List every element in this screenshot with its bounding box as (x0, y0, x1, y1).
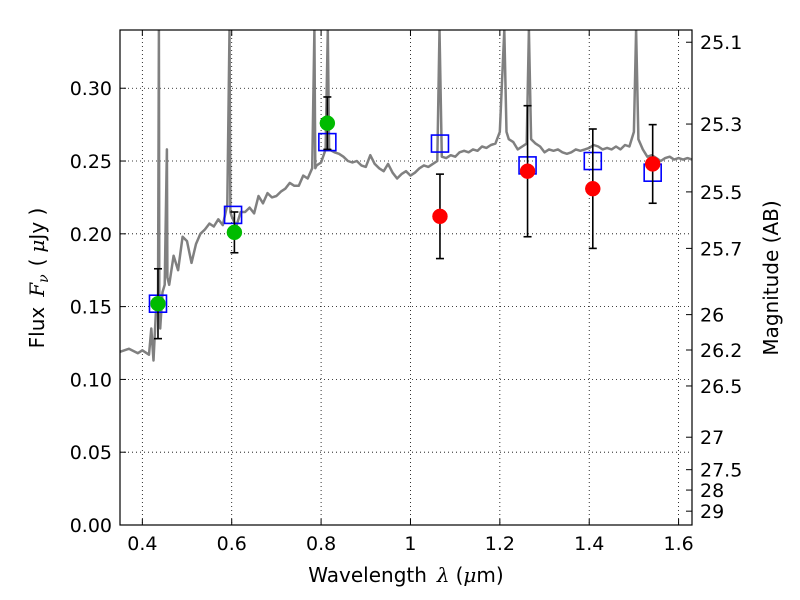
y2-tick-label: 28 (700, 480, 724, 502)
observed-photometry-point (150, 295, 166, 312)
observed-photometry-point (432, 208, 448, 225)
y-tick-label: 0.05 (70, 442, 112, 464)
model-photometry-square (430, 134, 450, 153)
y2-tick-label: 29 (700, 501, 724, 523)
y2-tick-label: 25.1 (700, 32, 742, 54)
y2-axis-title: Magnitude (AB) (759, 200, 783, 355)
y-tick-label: 0.30 (70, 78, 112, 100)
y-tick-label: 0.20 (70, 224, 112, 246)
plot-frame (119, 29, 693, 526)
spectrum-line (120, 30, 692, 362)
observed-photometry-point (644, 156, 661, 172)
x-tick-label: 0.4 (127, 533, 157, 555)
y-tick-label: 0.00 (70, 515, 112, 537)
y-tick-label: 0.25 (70, 151, 112, 173)
y-axis-title: FluxFν(μJy ) (25, 208, 52, 349)
y2-tick-label: 27 (700, 427, 724, 449)
grid (120, 30, 692, 526)
y2-tick-label: 26.2 (700, 340, 742, 362)
y2-tick-label: 27.5 (700, 460, 742, 482)
x-tick-label: 0.8 (306, 533, 336, 555)
x-tick-label: 1.4 (574, 533, 604, 555)
observed-photometry-point (226, 224, 243, 241)
x-tick-label: 1.6 (663, 533, 693, 555)
x-tick-label: 1.2 (485, 533, 515, 555)
x-axis-title: Wavelength λ (μm) (308, 563, 503, 587)
x-tick-label: 1 (404, 533, 416, 555)
model-photometry-square (223, 205, 243, 225)
y-tick-label: 0.15 (70, 297, 112, 319)
axis-ticks: 0.4 0.6 0.8 1 1.2 1.4 1.6 0.00 0.05 0.10 0.15 0.20 0… (70, 30, 742, 555)
y2-tick-label: 26 (700, 305, 724, 327)
y2-tick-label: 25.3 (700, 114, 742, 136)
y2-tick-label: 25.5 (700, 182, 742, 204)
x-tick-label: 0.6 (217, 533, 247, 555)
y2-tick-label: 26.5 (700, 376, 742, 398)
y2-tick-label: 25.7 (700, 238, 742, 260)
plot-area (120, 30, 692, 362)
observed-photometry-point (319, 115, 336, 131)
observed-photometry-point (519, 163, 536, 179)
observed-photometry-point (585, 180, 601, 197)
y-tick-label: 0.10 (70, 369, 112, 391)
